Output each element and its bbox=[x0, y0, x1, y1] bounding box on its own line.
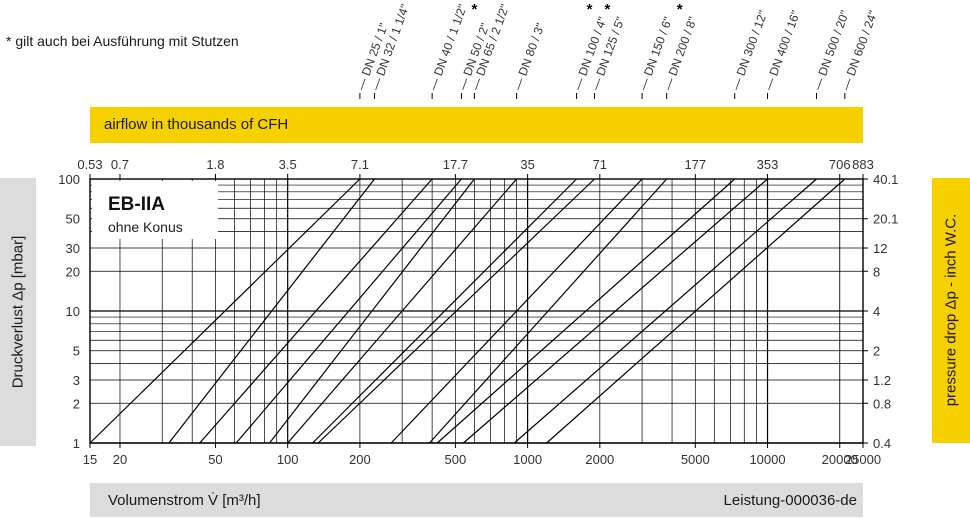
top-tick-label: 35 bbox=[520, 157, 534, 172]
y-tick-label: 2 bbox=[73, 396, 80, 411]
series-line bbox=[317, 178, 595, 444]
top-tick-label: 353 bbox=[757, 157, 779, 172]
dn-star: * bbox=[677, 1, 683, 18]
series-line bbox=[312, 178, 578, 444]
series-line bbox=[199, 178, 433, 444]
footnote-text: * gilt auch bei Ausführung mit Stutzen bbox=[6, 33, 239, 49]
dn-label: — DN 400 / 16" bbox=[761, 9, 803, 92]
dn-star: * bbox=[604, 1, 610, 18]
top-tick-label: 706 bbox=[829, 157, 851, 172]
series-line bbox=[546, 178, 846, 444]
left-axis-banner: Druckverlust Δp [mbar] bbox=[0, 178, 36, 446]
top-tick-label: 177 bbox=[684, 157, 706, 172]
y2-tick-label: 12 bbox=[873, 241, 887, 256]
dn-label: — DN 80 / 3" bbox=[510, 21, 547, 92]
y2-tick-label: 0.8 bbox=[873, 396, 891, 411]
y2-tick-label: 4 bbox=[873, 304, 880, 319]
top-tick-label: 3.5 bbox=[279, 157, 297, 172]
series-line bbox=[235, 178, 462, 444]
series-line bbox=[269, 178, 475, 444]
series-line bbox=[463, 178, 768, 444]
x-tick-label: 5000 bbox=[681, 452, 710, 467]
x-tick-label: 2000 bbox=[585, 452, 614, 467]
top-tick-label: 0.53 bbox=[77, 157, 102, 172]
series-line bbox=[287, 178, 518, 444]
y-tick-label: 20 bbox=[66, 264, 80, 279]
top-tick-label: 71 bbox=[593, 157, 607, 172]
x-tick-label: 10000 bbox=[749, 452, 785, 467]
y-tick-label: 5 bbox=[73, 344, 80, 359]
document-id: Leistung-000036-de bbox=[723, 492, 857, 509]
y2-tick-label: 2 bbox=[873, 344, 880, 359]
series-line bbox=[436, 178, 736, 444]
x-tick-label: 100 bbox=[277, 452, 299, 467]
series-line bbox=[513, 178, 817, 444]
x-tick-label: 20 bbox=[113, 452, 127, 467]
chart-subtitle: ohne Konus bbox=[108, 219, 183, 235]
top-tick-label: 1.8 bbox=[206, 157, 224, 172]
x-tick-label: 15 bbox=[83, 452, 97, 467]
x-tick-label: 50 bbox=[208, 452, 222, 467]
top-tick-label: 0.7 bbox=[111, 157, 129, 172]
series-line bbox=[89, 178, 361, 444]
y-tick-label: 50 bbox=[66, 212, 80, 227]
y2-tick-label: 1.2 bbox=[873, 373, 891, 388]
series-line bbox=[168, 178, 375, 444]
top-tick-label: 7.1 bbox=[351, 157, 369, 172]
x-tick-label: 20000 bbox=[822, 452, 858, 467]
y-tick-label: 10 bbox=[66, 304, 80, 319]
y2-tick-label: 20.1 bbox=[873, 212, 898, 227]
x-tick-label: 1000 bbox=[513, 452, 542, 467]
y2-tick-label: 8 bbox=[873, 264, 880, 279]
x-tick-label: 500 bbox=[445, 452, 467, 467]
dn-star: * bbox=[587, 1, 593, 18]
title-box bbox=[92, 181, 218, 239]
y-tick-label: 3 bbox=[73, 373, 80, 388]
y2-tick-label: 0.4 bbox=[873, 436, 891, 451]
y-tick-label: 30 bbox=[66, 241, 80, 256]
top-tick-label: 883 bbox=[852, 157, 874, 172]
dn-star: * bbox=[471, 1, 477, 18]
x-tick-label: 200 bbox=[349, 452, 371, 467]
cfh-banner: airflow in thousands of CFH bbox=[90, 107, 863, 143]
x-tick-label: 25000 bbox=[845, 452, 881, 467]
right-axis-banner: pressure drop Δp - inch W.C. bbox=[932, 178, 970, 443]
y2-tick-label: 40.1 bbox=[873, 172, 898, 187]
x-axis-label: Volumenstrom V̇ [m³/h] bbox=[108, 492, 261, 509]
top-tick-label: 17.7 bbox=[443, 157, 468, 172]
y-tick-label: 1 bbox=[73, 436, 80, 451]
cfh-label: airflow in thousands of CFH bbox=[104, 116, 289, 133]
chart-title: EB-IIA bbox=[108, 194, 165, 215]
y-tick-label: 100 bbox=[58, 172, 80, 187]
series-line bbox=[429, 178, 668, 444]
series-line bbox=[390, 178, 643, 444]
flow-banner: Volumenstrom V̇ [m³/h] Leistung-000036-d… bbox=[90, 483, 863, 517]
